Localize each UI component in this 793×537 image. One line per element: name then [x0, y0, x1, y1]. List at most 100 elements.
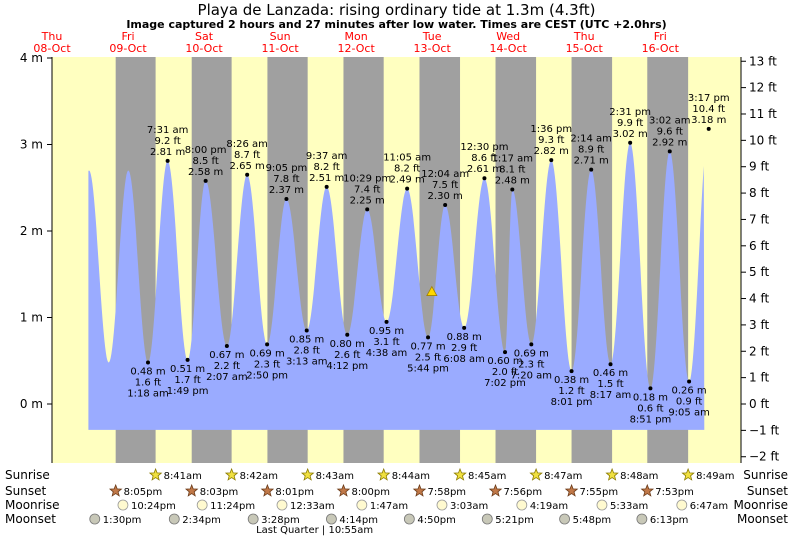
tide-point [304, 328, 309, 333]
tide-point [384, 319, 389, 324]
day-name-label: Sun [270, 30, 291, 43]
high-tide-label: 1:17 am [492, 153, 534, 164]
y-tick-label-ft: 12 ft [749, 81, 777, 95]
high-tide-label: 7.8 ft [273, 174, 299, 185]
sunrise-time: 8:41am [164, 471, 202, 482]
sunset-row-label-right: Sunset [747, 484, 788, 498]
high-tide-label: 3:02 am [649, 115, 691, 126]
high-tide-label: 7:31 am [147, 125, 189, 136]
moonset-time: 1:30pm [103, 515, 142, 526]
y-tick-label-ft: 7 ft [749, 212, 769, 226]
low-tide-label: 2:07 am [206, 372, 248, 383]
high-tide-label: 11:05 am [383, 153, 431, 164]
low-tide-label: 0.6 ft [637, 403, 663, 414]
sunrise-row-label-right: Sunrise [743, 468, 788, 482]
moonrise-icon [516, 499, 528, 511]
day-name-label: Sat [195, 30, 214, 43]
low-tide-label: 1.5 ft [597, 379, 623, 390]
low-tide-label: 0.51 m [170, 364, 205, 375]
tide-point [569, 369, 574, 374]
low-tide-label: 2.3 ft [254, 359, 280, 370]
low-tide-label: 9:05 am [668, 408, 710, 419]
tide-point [245, 172, 250, 177]
day-name-label: Thu [41, 30, 63, 43]
high-tide-label: 3.18 m [691, 115, 726, 126]
axes: 4 m 3 m 2 m 1 m 0 m 13 ft 12 ft 11 ft 10 ft 9 ft 8… [20, 51, 780, 464]
sunset-icon [488, 483, 503, 497]
tide-point [667, 149, 672, 154]
high-tide-label: 8.2 ft [394, 164, 420, 175]
current-tide-marker [426, 285, 438, 296]
moonrise-icon [196, 499, 208, 511]
y-tick-label-ft: −2 ft [749, 450, 780, 464]
moonrise-icon [596, 499, 608, 511]
tide-point [426, 335, 431, 340]
day-name-label: Mon [345, 30, 368, 43]
moonset-icon [636, 513, 648, 525]
high-tide-label: 9:05 pm [266, 163, 308, 174]
day-date-label: 10-Oct [185, 42, 223, 55]
moonset-icon [168, 513, 180, 525]
high-tide-label: 9:37 am [306, 151, 348, 162]
high-tide-label: 9.6 ft [657, 126, 683, 137]
tide-point [365, 207, 370, 212]
high-tide-label: 8.6 ft [471, 153, 497, 164]
sunrise-time: 8:45am [468, 471, 506, 482]
sunrise-icon [529, 467, 543, 481]
low-tide-label: 0.77 m [410, 341, 445, 352]
tide-point [462, 325, 467, 330]
low-tide-label: 8:51 pm [630, 414, 672, 425]
high-tide-label: 8:00 pm [185, 145, 227, 156]
y-tick-label-m: 4 m [20, 51, 43, 65]
tide-point [405, 186, 410, 191]
low-tide-label: 0.46 m [593, 368, 628, 379]
y-tick-label-ft: −1 ft [749, 423, 780, 437]
y-tick-label-ft: 13 ft [749, 54, 777, 68]
low-tide-label: 0.95 m [369, 326, 404, 337]
sunset-icon [260, 483, 275, 497]
moonrise-icon [676, 499, 688, 511]
last-quarter-label: Last Quarter | 10:55am [256, 525, 373, 536]
moonset-icon [247, 513, 259, 525]
y-tick-label-ft: 2 ft [749, 344, 769, 358]
sunrise-time: 8:42am [240, 471, 278, 482]
day-date-label: 09-Oct [109, 42, 147, 55]
tide-point [224, 344, 229, 349]
day-labels: Thu08-OctFri09-OctSat10-OctSun11-OctMon1… [33, 30, 679, 55]
y-tick-label-m: 2 m [20, 224, 43, 238]
day-name-label: Wed [496, 30, 520, 43]
low-tide-label: 2.3 ft [518, 359, 544, 370]
day-name-label: Tue [422, 30, 442, 43]
moonrise-time: 6:47am [690, 501, 728, 512]
high-tide-label: 12:30 pm [460, 142, 508, 153]
y-tick-label-m: 0 m [20, 397, 43, 411]
tide-point [284, 196, 289, 201]
low-tide-label: 0.60 m [487, 356, 522, 367]
y-tick-label-m: 3 m [20, 138, 43, 152]
low-tide-label: 0.18 m [633, 392, 668, 403]
tide-point [185, 357, 190, 362]
sunset-time: 8:01pm [275, 487, 314, 498]
high-tide-label: 7.5 ft [432, 180, 458, 191]
moonrise-icon [117, 499, 129, 511]
high-tide-label: 3.02 m [613, 129, 648, 140]
sunset-time: 7:55pm [580, 487, 619, 498]
y-tick-label-ft: 5 ft [749, 265, 769, 279]
moonrise-row-label-right: Moonrise [733, 498, 788, 512]
y-tick-label-ft: 8 ft [749, 186, 769, 200]
tide-point [324, 184, 329, 189]
low-tide-label: 1.7 ft [174, 375, 200, 386]
day-name-label: Fri [654, 30, 667, 43]
high-tide-label: 2.65 m [230, 161, 265, 172]
moonrise-time: 12:33am [290, 501, 335, 512]
moonset-icon [326, 513, 337, 525]
moonset-icon [559, 513, 570, 525]
sunset-time: 8:00pm [351, 487, 390, 498]
tide-point [608, 362, 613, 367]
high-tide-label: 8.7 ft [234, 150, 260, 161]
sunset-icon [640, 483, 655, 497]
sunset-time: 7:53pm [655, 487, 694, 498]
sunrise-icon [605, 467, 619, 481]
high-tide-label: 10:29 pm [343, 173, 391, 184]
moonrise-time: 11:24pm [210, 501, 255, 512]
